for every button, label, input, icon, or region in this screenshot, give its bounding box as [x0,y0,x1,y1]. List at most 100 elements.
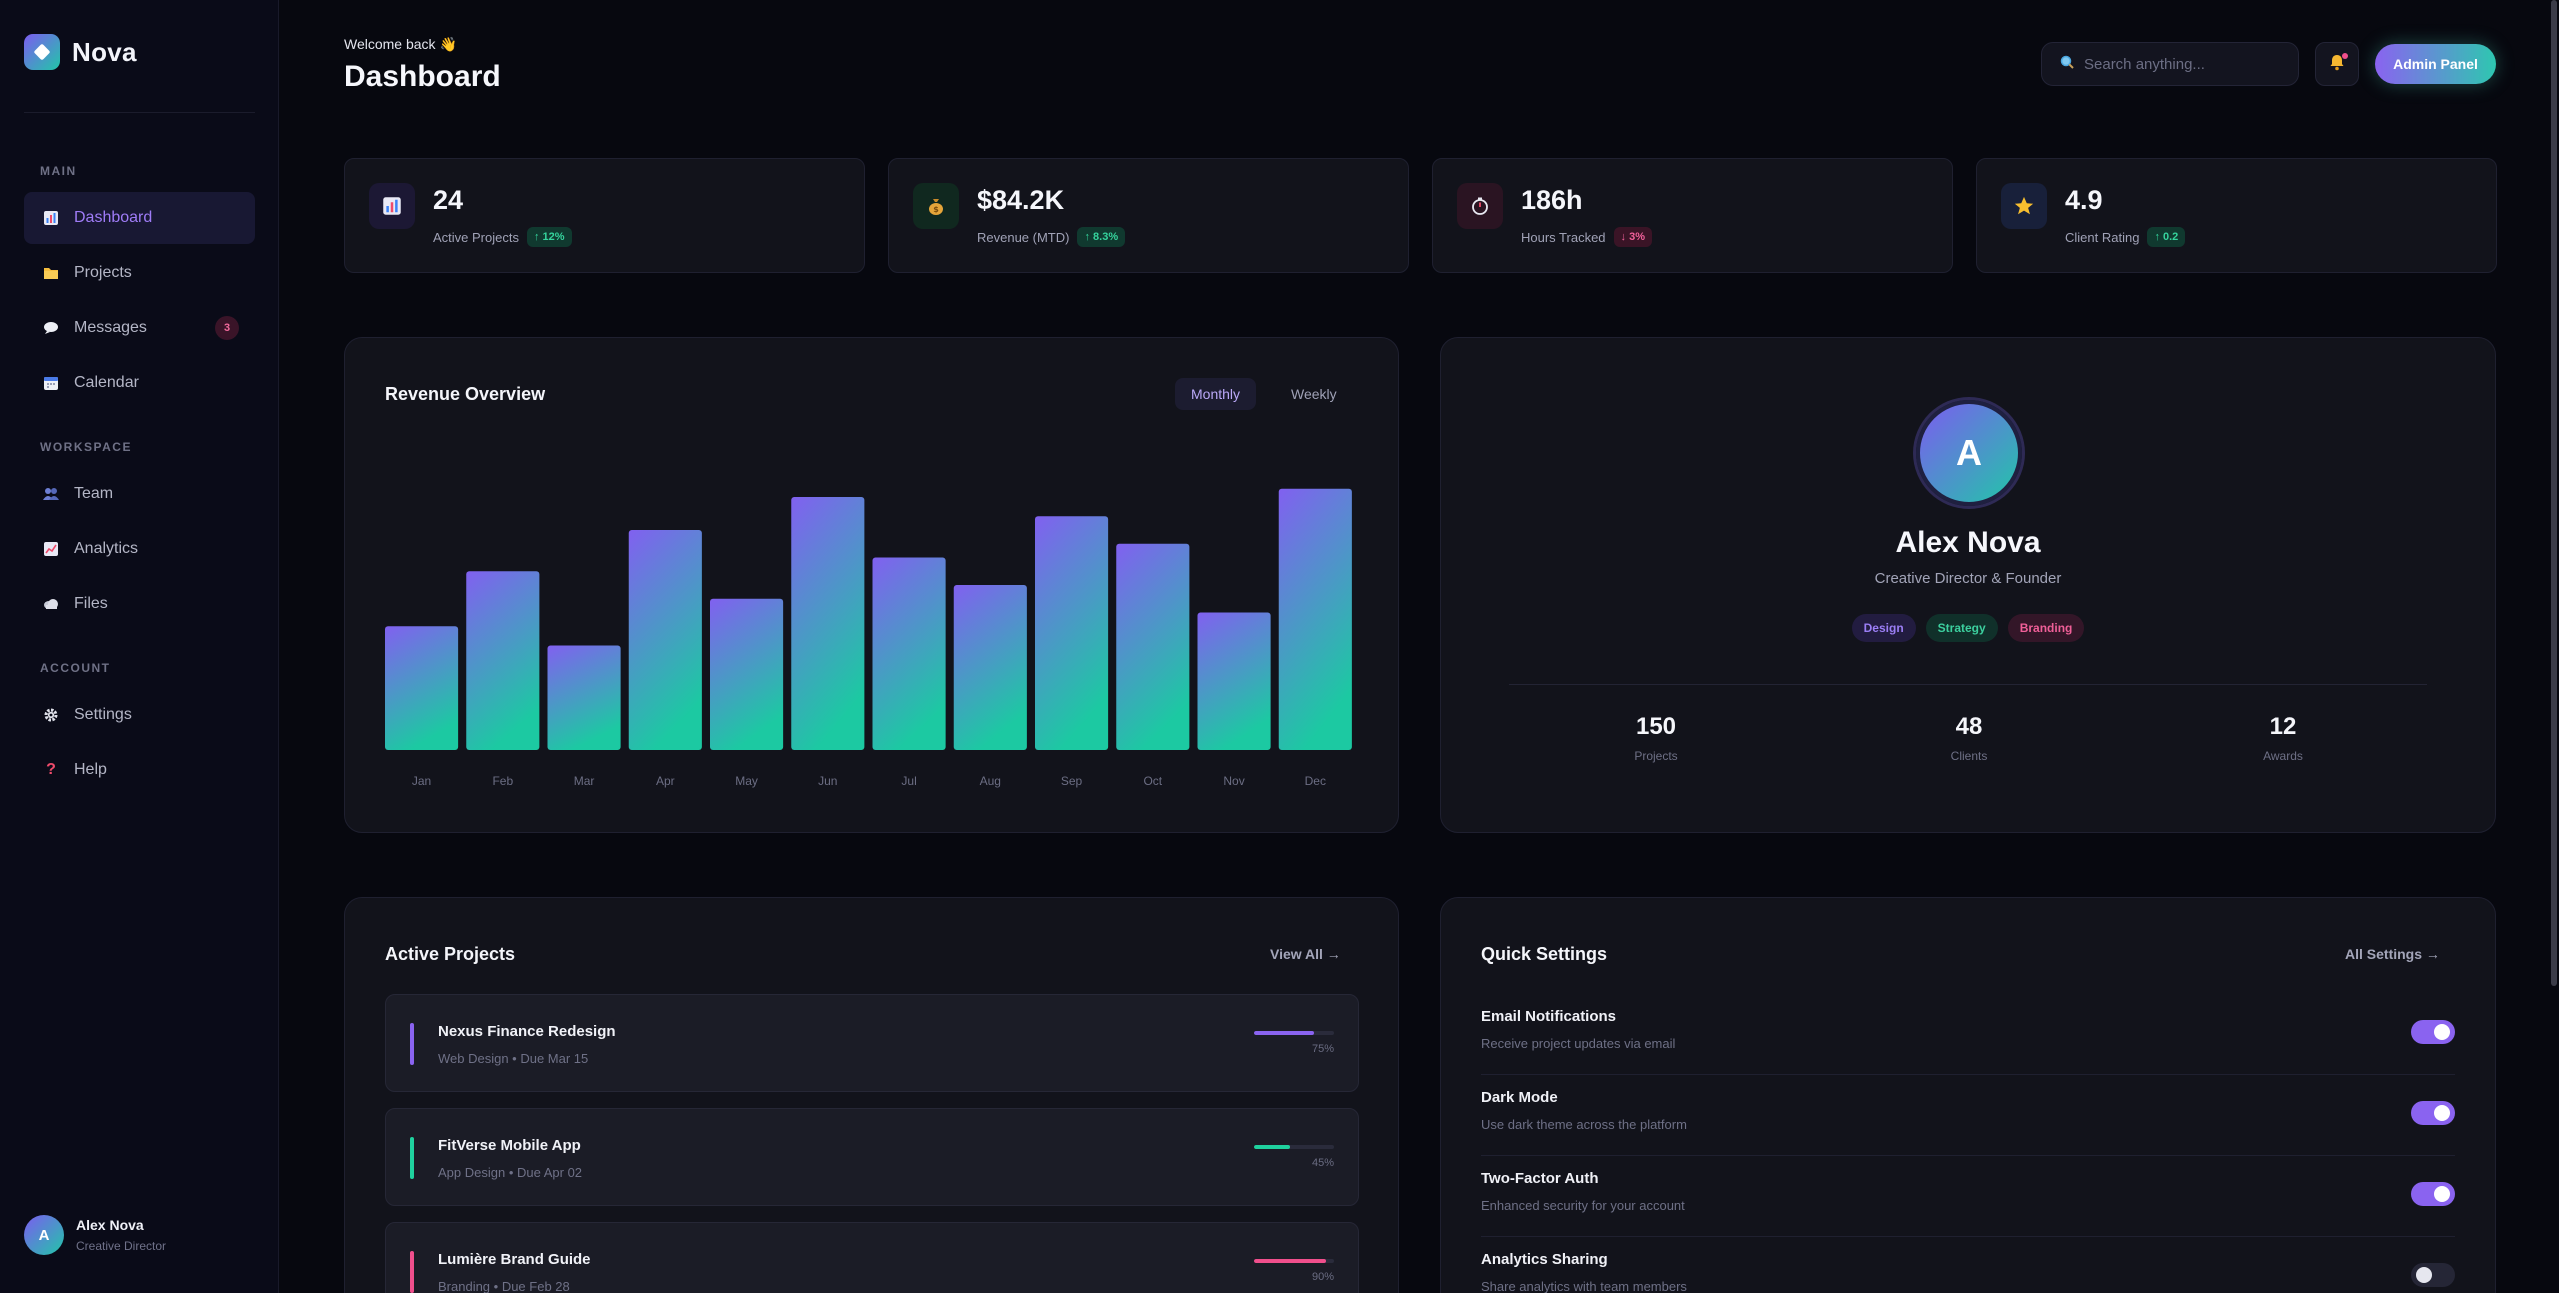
setting-name: Email Notifications [1481,1008,1617,1025]
setting-desc: Enhanced security for your account [1481,1198,1685,1213]
bar-oct [1116,543,1190,750]
brand-logo[interactable]: Nova [24,34,137,70]
x-tick-label: Dec [1305,774,1326,788]
stat-label: Awards [2263,749,2303,763]
project-card[interactable]: FitVerse Mobile App App Design • Due Apr… [385,1108,1359,1206]
sidebar-item-projects[interactable]: Projects [24,247,255,299]
trend-icon [42,540,60,558]
x-tick-label: Aug [980,774,1001,788]
admin-panel-button[interactable]: Admin Panel [2375,44,2496,84]
x-tick-label: Mar [574,774,595,788]
setting-name: Dark Mode [1481,1089,1558,1106]
toggle-knob [2434,1105,2450,1121]
notification-dot [2342,53,2348,59]
profile-role: Creative Director & Founder [1874,570,2062,587]
chart-icon [369,183,415,229]
folder-icon [42,264,60,282]
project-color-bar [410,1251,414,1293]
sidebar-item-help[interactable]: ? Help [24,744,255,796]
cloud-icon [42,595,60,613]
project-name: Nexus Finance Redesign [438,1023,616,1040]
setting-desc: Share analytics with team members [1481,1279,1687,1293]
trend-badge: ↑ 8.3% [1077,227,1126,247]
stat-label: Client Rating [2065,229,2140,245]
sidebar-item-settings[interactable]: Settings [24,689,255,741]
setting-desc: Receive project updates via email [1481,1036,1676,1051]
quick-settings-panel: Quick Settings All Settings → Email Noti… [1440,897,2496,1293]
user-name: Alex Nova [76,1217,144,1233]
progress-fill [1254,1145,1290,1149]
view-all-link[interactable]: View All → [1270,946,1341,962]
toggle-switch[interactable] [2411,1263,2455,1287]
sidebar-item-team[interactable]: Team [24,468,255,520]
team-icon [42,485,60,503]
bar-may [710,598,784,750]
sidebar-item-label: Calendar [74,374,139,391]
project-name: Lumière Brand Guide [438,1251,591,1268]
search-icon [2060,55,2074,74]
stat-label-row: Hours Tracked ↓ 3% [1521,227,1653,247]
nav-section-workspace: WORKSPACE [40,440,132,454]
project-name: FitVerse Mobile App [438,1137,581,1154]
sidebar: Nova MAIN Dashboard Projects Messages 3 … [0,0,279,1293]
x-tick-label: Apr [656,774,675,788]
sidebar-item-calendar[interactable]: Calendar [24,357,255,409]
page-scrollbar[interactable] [2551,0,2557,986]
stat-label: Projects [1634,749,1678,763]
project-card[interactable]: Lumière Brand Guide Branding • Due Feb 2… [385,1222,1359,1293]
sidebar-item-messages[interactable]: Messages 3 [24,302,255,354]
project-color-bar [410,1137,414,1179]
toggle-switch[interactable] [2411,1182,2455,1206]
bar-mar [547,645,621,750]
setting-two-factor-auth: Two-Factor Auth Enhanced security for yo… [1481,1156,2455,1237]
project-meta: Branding • Due Feb 28 [438,1279,570,1293]
search-input[interactable] [2084,55,2284,73]
stat-label-row: Client Rating ↑ 0.2 [2065,227,2186,247]
stat-card-hours: 186h Hours Tracked ↓ 3% [1432,158,1953,273]
project-color-bar [410,1023,414,1065]
profile-stat-projects: 150 Projects [1596,713,1716,763]
sidebar-item-label: Projects [74,264,132,281]
x-tick-label: Jul [901,774,916,788]
setting-analytics-sharing: Analytics Sharing Share analytics with t… [1481,1237,2455,1293]
stat-label: Active Projects [433,229,519,245]
stat-value: 48 [1955,713,1983,740]
toggle-switch[interactable] [2411,1020,2455,1044]
tab-weekly[interactable]: Weekly [1291,386,1337,402]
divider [24,112,255,113]
profile-name: Alex Nova [1895,526,2041,559]
bell-icon [2328,53,2346,76]
sidebar-item-files[interactable]: Files [24,578,255,630]
money-bag-icon: $ [913,183,959,229]
progress-bar [1254,1259,1334,1263]
x-tick-label: Jan [412,774,431,788]
brand-name: Nova [72,36,137,67]
progress-percent: 90% [1311,1271,1334,1283]
panel-title: Revenue Overview [385,384,546,404]
panel-title: Active Projects [385,944,516,964]
svg-text:$: $ [933,205,939,214]
notifications-button[interactable] [2315,42,2359,86]
sidebar-user[interactable]: A Alex Nova Creative Director [24,1215,166,1255]
revenue-panel: Revenue Overview Monthly Weekly Jan Feb Ma… [344,337,1399,833]
search-box[interactable] [2041,42,2299,86]
sidebar-item-label: Files [74,595,108,612]
sidebar-item-dashboard[interactable]: Dashboard [24,192,255,244]
x-tick-label: Jun [818,774,837,788]
stat-label-row: Active Projects ↑ 12% [433,227,572,247]
all-settings-link[interactable]: All Settings → [2345,946,2440,962]
tag-strategy: Strategy [1925,614,1998,642]
tab-monthly[interactable]: Monthly [1175,378,1257,410]
toggle-switch[interactable] [2411,1101,2455,1125]
sidebar-item-analytics[interactable]: Analytics [24,523,255,575]
project-card[interactable]: Nexus Finance Redesign Web Design • Due … [385,994,1359,1092]
setting-name: Analytics Sharing [1481,1251,1608,1268]
skill-tags: Design Strategy Branding [1441,614,2495,642]
divider [1509,684,2427,685]
panel-title: Quick Settings [1481,944,1608,964]
toggle-knob [2434,1024,2450,1040]
welcome-text: Welcome back 👋 [344,36,457,52]
stat-value: 24 [433,185,464,215]
stat-label: Hours Tracked [1521,229,1606,245]
x-tick-label: Nov [1223,774,1244,788]
